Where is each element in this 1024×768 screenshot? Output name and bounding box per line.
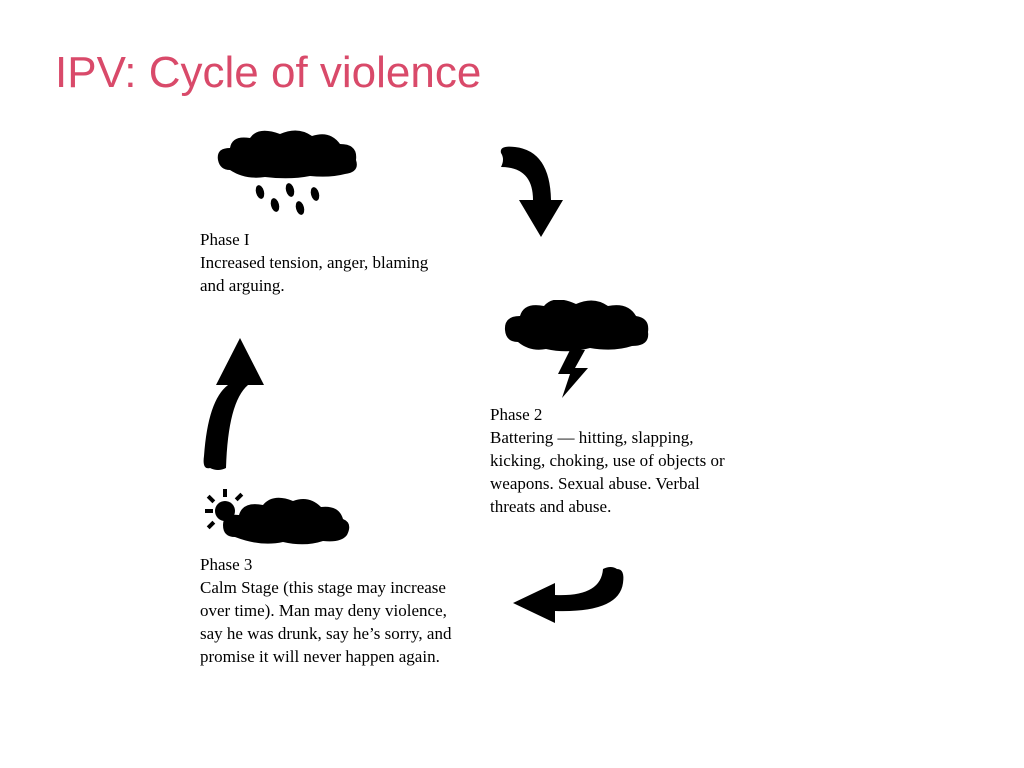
phase1-title: Phase I — [200, 230, 440, 250]
lightning-cloud-icon — [490, 300, 660, 405]
phase1-block: Phase I Increased tension, anger, blamin… — [200, 230, 440, 298]
phase3-block: Phase 3 Calm Stage (this stage may incre… — [200, 555, 460, 669]
arrow-1-to-2 — [495, 145, 575, 260]
arrow-2-to-3 — [505, 565, 625, 640]
phase1-desc: Increased tension, anger, blaming and ar… — [200, 252, 440, 298]
sun-cloud-icon — [195, 485, 365, 560]
phase3-title: Phase 3 — [200, 555, 460, 575]
arrow-3-to-1 — [200, 330, 270, 480]
phase2-title: Phase 2 — [490, 405, 740, 425]
phase3-desc: Calm Stage (this stage may increase over… — [200, 577, 460, 669]
phase2-desc: Battering — hitting, slapping, kicking, … — [490, 427, 740, 519]
rain-cloud-icon — [200, 130, 370, 230]
phase2-block: Phase 2 Battering — hitting, slapping, k… — [490, 405, 740, 519]
page-title: IPV: Cycle of violence — [55, 48, 481, 98]
